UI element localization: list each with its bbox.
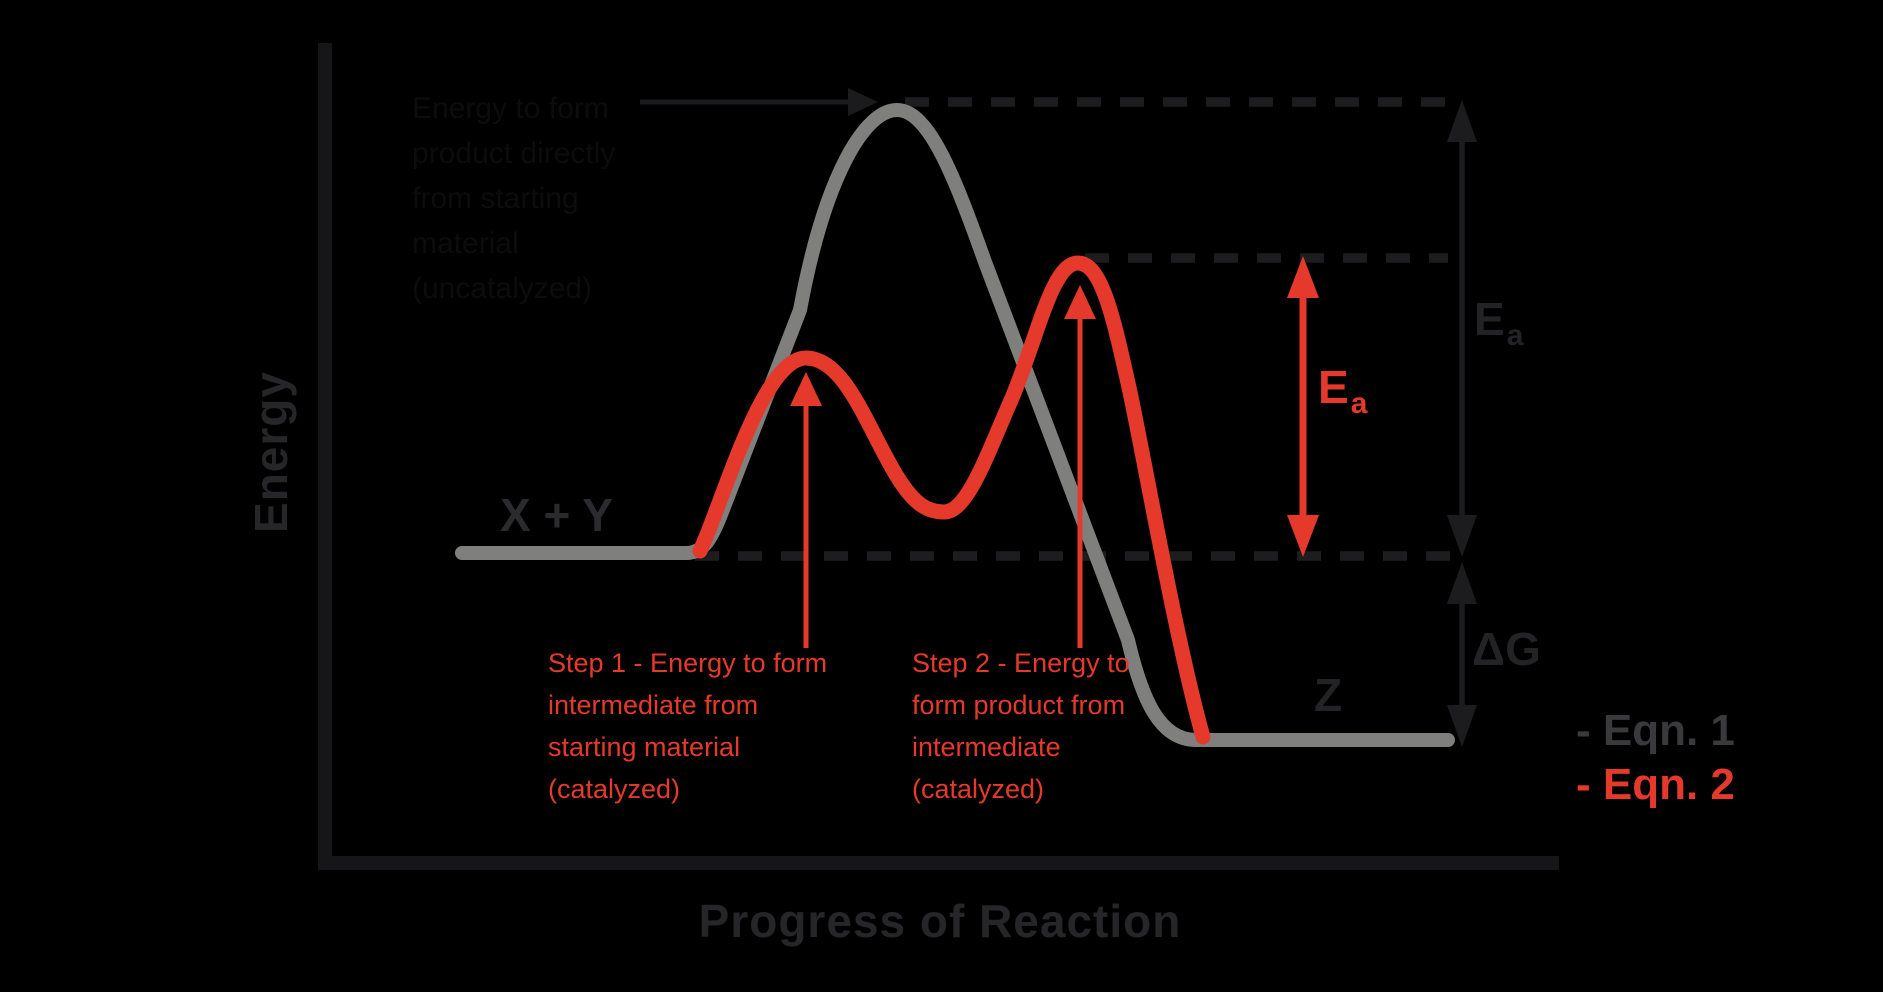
- legend-eqn1: - Eqn. 1: [1576, 706, 1735, 755]
- note-line: product directly: [412, 137, 616, 170]
- product-label: Z: [1314, 669, 1343, 721]
- note-line: intermediate: [912, 732, 1061, 762]
- arrowhead-up-icon: [1064, 285, 1096, 319]
- note-line: form product from: [912, 690, 1126, 720]
- ea-subscript: a: [1350, 387, 1368, 420]
- x-axis: [318, 856, 1559, 870]
- step2-arrow: [1064, 285, 1096, 648]
- note-line: Energy to form: [412, 92, 609, 125]
- axes: [318, 43, 1559, 870]
- delta-g-measure-arrow: [1447, 562, 1477, 747]
- reactants-label: X + Y: [500, 489, 613, 541]
- step2-note: Step 2 - Energy to form product from int…: [912, 642, 1130, 810]
- arrowhead-down-icon: [1447, 705, 1477, 747]
- note-line: Step 1 - Energy to form: [548, 648, 828, 678]
- arrowhead-down-icon: [1447, 515, 1477, 557]
- arrowhead-down-icon: [1287, 515, 1319, 557]
- step1-arrow: [790, 372, 822, 648]
- note-line: from starting: [412, 182, 579, 215]
- arrowhead-up-icon: [790, 372, 822, 406]
- note-line: starting material: [548, 732, 741, 762]
- note-line: (catalyzed): [548, 774, 681, 804]
- y-axis: [318, 43, 332, 870]
- ea-main: E: [1474, 293, 1505, 345]
- arrowhead-up-icon: [1447, 562, 1477, 604]
- note-line: (catalyzed): [912, 774, 1045, 804]
- uncatalyzed-note-arrow: [640, 88, 878, 116]
- ea-subscript: a: [1506, 319, 1524, 352]
- arrowhead-up-icon: [1287, 256, 1319, 298]
- delta-g-label: ΔG: [1472, 623, 1541, 675]
- arrowhead-right-icon: [848, 88, 878, 116]
- legend-eqn2: - Eqn. 2: [1576, 760, 1735, 809]
- arrowhead-up-icon: [1447, 100, 1477, 142]
- note-line: intermediate from: [548, 690, 759, 720]
- dashed-guide-lines: [695, 97, 1452, 561]
- ea-red-measure-arrow: [1287, 256, 1319, 557]
- x-axis-label: Progress of Reaction: [698, 895, 1182, 947]
- note-line: (uncatalyzed): [412, 272, 593, 305]
- y-axis-label: Energy: [245, 371, 297, 533]
- ea-main: E: [1318, 361, 1349, 413]
- activation-energy-label-catalyzed: Ea: [1318, 360, 1367, 421]
- activation-energy-label-uncatalyzed: Ea: [1474, 292, 1523, 353]
- curve-catalyzed-eqn2: [692, 255, 1211, 745]
- step1-note: Step 1 - Energy to form intermediate fro…: [548, 642, 827, 810]
- note-line: material: [412, 227, 519, 260]
- uncatalyzed-note: Energy to form product directly from sta…: [412, 86, 615, 311]
- ea-gray-measure-arrow: [1447, 100, 1477, 557]
- note-line: Step 2 - Energy to: [912, 648, 1130, 678]
